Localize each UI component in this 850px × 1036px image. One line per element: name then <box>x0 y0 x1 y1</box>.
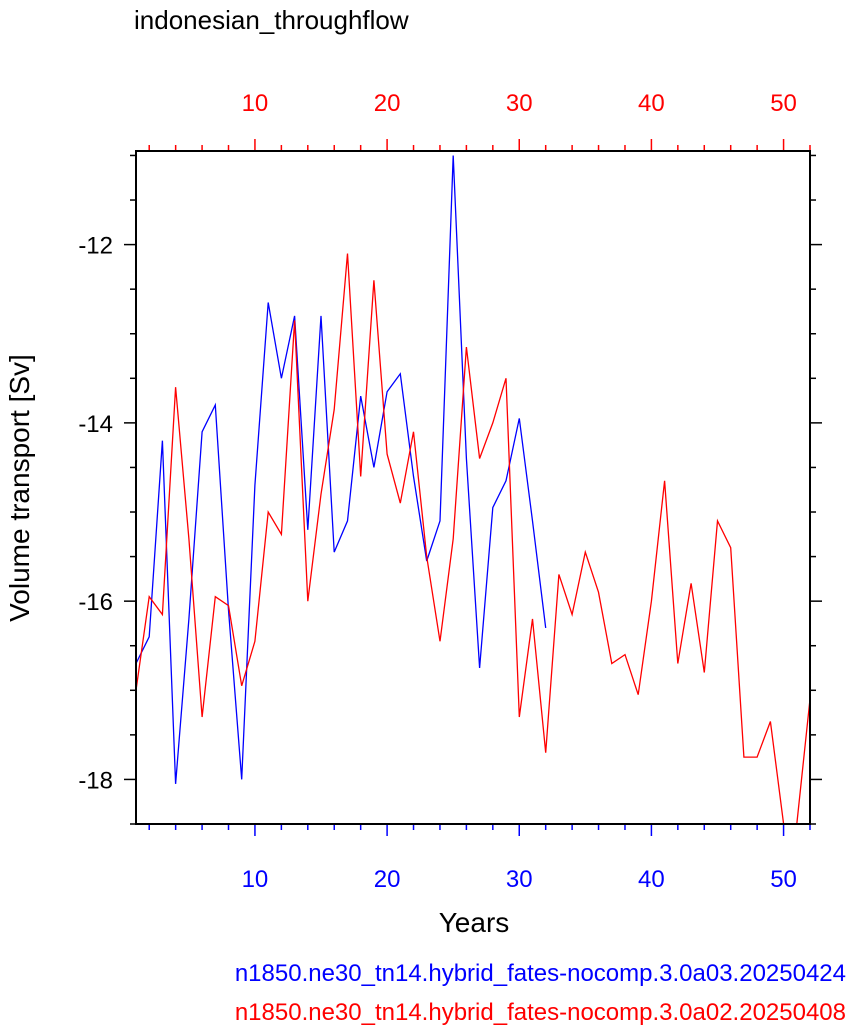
x-tick-label-bottom: 20 <box>374 866 401 893</box>
left-axis: -12 -14 -16 -18 <box>78 154 136 825</box>
y-tick-label: -12 <box>78 233 113 260</box>
y-tick-label: -16 <box>78 589 113 616</box>
chart-title: indonesian_throughflow <box>134 5 409 35</box>
x-tick-label-top: 50 <box>770 90 797 117</box>
x-axis-label: Years <box>439 907 510 938</box>
right-axis <box>810 154 822 825</box>
x-tick-label-top: 10 <box>242 90 269 117</box>
x-tick-label-bottom: 50 <box>770 866 797 893</box>
series-line-1 <box>135 155 547 784</box>
x-tick-label-bottom: 30 <box>506 866 533 893</box>
series-layer <box>135 155 811 825</box>
y-tick-label: -14 <box>78 411 113 438</box>
bottom-axis: 10 20 30 40 50 <box>148 824 811 893</box>
series-line-2 <box>135 253 811 825</box>
x-tick-label-bottom: 10 <box>242 866 269 893</box>
x-tick-label-top: 40 <box>638 90 665 117</box>
y-tick-label: -18 <box>78 767 113 794</box>
plot-frame <box>135 150 811 825</box>
x-tick-label-top: 20 <box>374 90 401 117</box>
legend-series-2: n1850.ne30_tn14.hybrid_fates-nocomp.3.0a… <box>235 999 846 1026</box>
y-axis-label: Volume transport [Sv] <box>4 354 35 622</box>
x-tick-label-top: 30 <box>506 90 533 117</box>
x-tick-label-bottom: 40 <box>638 866 665 893</box>
legend-series-1: n1850.ne30_tn14.hybrid_fates-nocomp.3.0a… <box>235 960 846 987</box>
top-axis: 10 20 30 40 50 <box>148 90 811 151</box>
